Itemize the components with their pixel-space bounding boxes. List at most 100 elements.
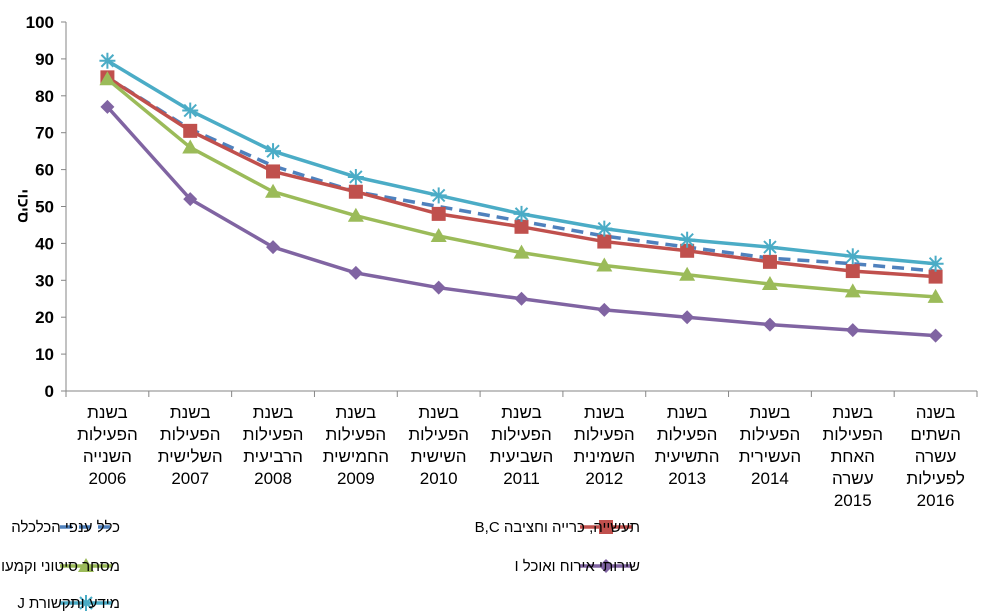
y-tick-label: 20 bbox=[35, 308, 54, 327]
data-point bbox=[679, 266, 696, 281]
x-tick-label-line: הפעילות bbox=[574, 425, 635, 444]
data-point bbox=[514, 219, 529, 234]
data-point bbox=[844, 283, 861, 298]
x-tick-label-line: 2006 bbox=[88, 469, 126, 488]
legend-entry: מידע ותקשורת J bbox=[17, 595, 120, 612]
series-1 bbox=[100, 70, 943, 284]
x-tick-label-line: השביעית bbox=[490, 447, 553, 466]
series-lines bbox=[99, 52, 944, 343]
series-0 bbox=[106, 75, 936, 273]
data-point bbox=[266, 164, 281, 179]
legend-label: כלל ענפי הכלכלה bbox=[11, 519, 120, 536]
legend-label: מידע ותקשורת J bbox=[17, 595, 120, 612]
x-tick-label-line: בשנת bbox=[584, 403, 625, 422]
x-tick-label: בשנת הפעילות השנייה 2006 bbox=[77, 403, 138, 488]
x-tick-label-line: בשנת bbox=[336, 403, 377, 422]
x-tick-label-line: הרביעית bbox=[243, 447, 303, 466]
data-point bbox=[927, 255, 944, 272]
x-tick-label-line: הפעילות bbox=[326, 425, 387, 444]
data-point bbox=[680, 310, 695, 325]
legend-label: מסחר סיטוני וקמעוני ותיקון כלי רכב מנועי… bbox=[0, 558, 120, 575]
x-tick-label-line: 2016 bbox=[917, 491, 955, 510]
x-tick-label-line: העשירית bbox=[739, 447, 801, 466]
x-tick-label-line: הפעילות bbox=[740, 425, 801, 444]
x-tick-label-line: עשרה bbox=[832, 469, 874, 488]
x-tick-label-line: בשנת bbox=[87, 403, 128, 422]
legend-label: תעשייה, כרייה וחציבה B,C bbox=[475, 519, 640, 536]
legend-marker bbox=[599, 520, 613, 534]
data-point bbox=[761, 239, 778, 256]
y-tick-label: 30 bbox=[35, 271, 54, 290]
legend-marker bbox=[78, 558, 94, 572]
y-ticks: 0 10 20 30 40 50 60 70 80 90 100 bbox=[26, 13, 66, 401]
data-point bbox=[348, 265, 363, 280]
data-point bbox=[761, 275, 778, 290]
x-tick-label-line: 2009 bbox=[337, 469, 375, 488]
y-tick-label: 0 bbox=[45, 382, 54, 401]
x-tick-label-line: השלישית bbox=[158, 447, 223, 466]
data-point bbox=[99, 71, 116, 86]
x-tick-label-line: עשרה bbox=[915, 447, 957, 466]
data-point bbox=[845, 323, 860, 338]
x-tick-label-line: החמישית bbox=[323, 447, 389, 466]
y-tick-label: 70 bbox=[35, 124, 54, 143]
x-tick-label-line: הפעילות bbox=[408, 425, 469, 444]
x-tick-label-line: בשנת bbox=[418, 403, 459, 422]
data-point bbox=[513, 205, 530, 222]
x-tick-label-line: הפעילות bbox=[657, 425, 718, 444]
x-tick-label-line: הפעילות bbox=[243, 425, 304, 444]
x-tick-label-line: השנייה bbox=[83, 447, 132, 466]
data-point bbox=[513, 244, 530, 259]
x-tick-label: בשנת הפעילות האחת עשרה 2015 bbox=[822, 403, 883, 510]
data-point bbox=[597, 234, 612, 249]
data-point bbox=[99, 52, 116, 69]
data-point bbox=[845, 264, 860, 279]
series-line bbox=[106, 75, 936, 273]
data-point bbox=[431, 206, 446, 221]
x-tick-label-line: האחת bbox=[831, 447, 875, 466]
x-tick-label-line: בשנה bbox=[916, 403, 956, 422]
x-tick-label: בשנת הפעילות העשירית 2014 bbox=[739, 403, 801, 488]
legend-marker bbox=[599, 559, 613, 573]
data-point bbox=[844, 248, 861, 265]
x-tick-label-line: 2008 bbox=[254, 469, 292, 488]
data-point bbox=[679, 231, 696, 248]
x-tick-label: בשנת הפעילות השמינית 2012 bbox=[573, 403, 635, 488]
x-tick-label: בשנת הפעילות השישית 2010 bbox=[408, 403, 469, 488]
data-point bbox=[430, 228, 447, 243]
y-tick-label: 60 bbox=[35, 161, 54, 180]
x-tick-label-line: 2007 bbox=[171, 469, 209, 488]
data-point bbox=[347, 168, 364, 185]
data-point bbox=[430, 187, 447, 204]
x-tick-label-line: השישית bbox=[411, 447, 467, 466]
x-tick-label-line: 2013 bbox=[668, 469, 706, 488]
y-tick-label: 100 bbox=[26, 13, 54, 32]
data-point bbox=[182, 102, 199, 119]
x-tick-label-line: בשנת bbox=[750, 403, 791, 422]
legend-entry: מסחר סיטוני וקמעוני ותיקון כלי רכב מנועי… bbox=[0, 558, 120, 575]
data-point bbox=[265, 143, 282, 160]
x-tick-label-line: בשנת bbox=[253, 403, 294, 422]
x-tick-label-line: התשיעית bbox=[655, 447, 720, 466]
data-point bbox=[762, 317, 777, 332]
chart-legend: כלל ענפי הכלכלה תעשייה, כרייה וחציבה B,C מ… bbox=[0, 519, 640, 612]
series-2 bbox=[99, 71, 944, 303]
legend-entry: כלל ענפי הכלכלה bbox=[11, 519, 120, 536]
x-tick-label-line: 2015 bbox=[834, 491, 872, 510]
x-tick-label-line: הפעילות bbox=[160, 425, 221, 444]
x-tick-label-line: בשנת bbox=[170, 403, 211, 422]
series-4 bbox=[99, 52, 944, 272]
data-point bbox=[596, 257, 613, 272]
data-point bbox=[265, 183, 282, 198]
data-point bbox=[183, 192, 198, 207]
x-tick-label-line: 2011 bbox=[503, 469, 540, 488]
legend-entry: תעשייה, כרייה וחציבה B,C bbox=[475, 519, 640, 536]
data-point bbox=[348, 184, 363, 199]
legend-entry: שירותי אירוח ואוכל I bbox=[514, 558, 640, 575]
x-tick-label: בשנת הפעילות הרביעית 2008 bbox=[243, 403, 304, 488]
data-point bbox=[183, 123, 198, 138]
x-tick-label-line: השתים bbox=[910, 425, 961, 444]
data-point bbox=[266, 240, 281, 255]
x-tick-label-line: 2014 bbox=[751, 469, 789, 488]
data-point bbox=[596, 220, 613, 237]
